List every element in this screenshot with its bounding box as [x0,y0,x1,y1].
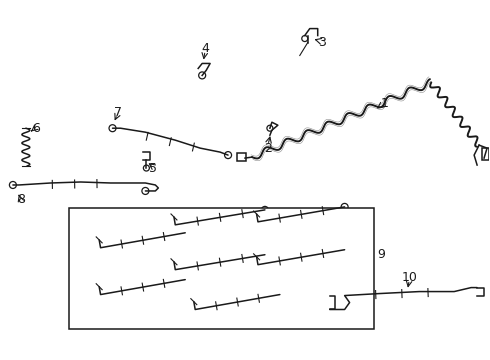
Text: 2: 2 [264,141,272,155]
Text: 6: 6 [32,122,40,135]
Bar [482,148,489,160]
Polygon shape [69,208,374,329]
Text: 7: 7 [115,106,122,119]
Text: 3: 3 [318,36,326,49]
Text: 1: 1 [381,97,389,110]
Text: 10: 10 [401,271,417,284]
Text: 4: 4 [201,42,209,55]
Text: 9: 9 [377,248,386,261]
Text: 5: 5 [149,162,157,175]
Bar [237,153,246,161]
Text: 8: 8 [17,193,25,206]
